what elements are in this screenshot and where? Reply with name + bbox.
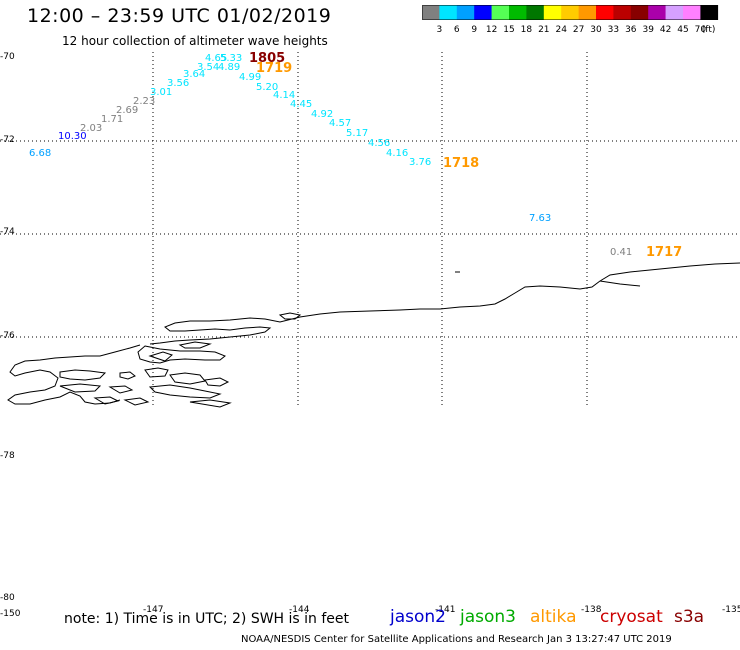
swh-value-label: 4.45 xyxy=(290,99,312,110)
scale-tick-label: 12 xyxy=(486,25,497,35)
satellite-jason2: jason2 xyxy=(390,607,446,627)
swh-value-label: 3.76 xyxy=(409,157,431,168)
scale-swatch xyxy=(613,5,632,20)
scale-tick-label: 21 xyxy=(538,25,549,35)
scale-swatch xyxy=(700,5,719,20)
scale-tick-label: 15 xyxy=(503,25,514,35)
scale-tick-label: 36 xyxy=(625,25,637,35)
swh-value-label: 4.57 xyxy=(329,118,351,129)
lat-label: -74 xyxy=(0,227,15,237)
swh-value-label: 5.33 xyxy=(220,53,242,64)
scale-swatch xyxy=(439,5,458,20)
scale-tick-label: 27 xyxy=(573,25,584,35)
swh-value-label: 5.17 xyxy=(346,128,368,139)
lat-label: -72 xyxy=(0,135,15,145)
swh-value-label: 4.56 xyxy=(368,138,390,149)
graticule xyxy=(0,52,740,408)
swh-value-label: 4.16 xyxy=(386,148,408,159)
lon-label: -150 xyxy=(0,609,21,619)
scale-swatch xyxy=(474,5,492,20)
scale-swatch xyxy=(526,5,545,20)
scale-swatch xyxy=(561,5,579,20)
scale-tick-label: 42 xyxy=(660,25,671,35)
map-canvas: 6.68 10.302.031.712.692.233.013.563.643.5… xyxy=(0,51,740,408)
satellite-altika: altika xyxy=(530,607,577,627)
scale-tick-label: 6 xyxy=(454,25,460,35)
scale-unit: (ft) xyxy=(702,25,716,35)
lon-label: -144 xyxy=(289,605,310,615)
scale-tick-label: 33 xyxy=(608,25,619,35)
swh-value-label: 3.01 xyxy=(150,87,172,98)
swh-value-label: 3.56 xyxy=(167,78,189,89)
scale-swatch xyxy=(648,5,666,20)
scale-tick-label: 24 xyxy=(555,25,567,35)
swh-value-label: 4.89 xyxy=(218,62,240,73)
swh-value-label: 2.23 xyxy=(133,96,155,107)
scale-tick-label: 30 xyxy=(590,25,602,35)
lat-label: -70 xyxy=(0,52,15,62)
footnote: note: 1) Time is in UTC; 2) SWH is in fe… xyxy=(64,611,350,627)
swh-value-label: 7.63 xyxy=(529,213,551,224)
satellite-cryosat: cryosat xyxy=(600,607,663,627)
scale-swatch xyxy=(509,5,527,20)
scale-swatch xyxy=(422,5,440,20)
scale-swatch xyxy=(665,5,684,20)
map-title: 12:00 – 23:59 UTC 01/02/2019 xyxy=(27,5,332,27)
swh-value-label: 0.41 xyxy=(610,247,632,258)
swh-value-label: 2.69 xyxy=(116,105,138,116)
swh-value-label: 3.54 xyxy=(197,62,219,73)
scale-tick-label: 70 xyxy=(695,25,707,35)
swh-value-label: 4.65 xyxy=(205,53,227,64)
swh-value-label: 6.68 xyxy=(29,148,51,159)
scale-swatch xyxy=(683,5,701,20)
pass-time-label: 1717 xyxy=(646,245,682,260)
lon-label: -141 xyxy=(435,605,456,615)
scale-tick-label: 3 xyxy=(437,25,443,35)
scale-swatch xyxy=(596,5,614,20)
swh-value-label: 2.03 xyxy=(80,123,102,134)
swh-value-label: 5.20 xyxy=(256,82,278,93)
pass-time-label: 1719 xyxy=(256,61,292,76)
satellite-s3a: s3a xyxy=(674,607,705,627)
scale-swatch xyxy=(456,5,475,20)
scale-tick-label: 18 xyxy=(521,25,533,35)
swh-value-label: 3.64 xyxy=(183,69,205,80)
lat-label: -80 xyxy=(0,593,15,603)
pass-time-label: 1718 xyxy=(443,156,479,171)
scale-tick-label: 9 xyxy=(471,25,477,35)
swh-value-label: 1.71 xyxy=(101,114,123,125)
coastline xyxy=(7,262,740,408)
lon-label: -135 xyxy=(722,605,740,615)
scale-swatch xyxy=(491,5,510,20)
satellite-jason3: jason3 xyxy=(460,607,516,627)
swh-value-label: 4.14 xyxy=(273,90,295,101)
pass-time-label: 1805 xyxy=(249,51,285,66)
swh-value-label: 10.30 xyxy=(58,131,87,142)
scale-swatch xyxy=(543,5,562,20)
scale-swatch xyxy=(578,5,597,20)
credit-line: NOAA/NESDIS Center for Satellite Applica… xyxy=(241,634,672,645)
color-scale-legend: 3 6 9 12 15 18 21 24 27 30 33 36 39 42 45 70(ft) xyxy=(422,5,719,35)
swh-value-label: 4.99 xyxy=(239,72,261,83)
map-subtitle: 12 hour collection of altimeter wave hei… xyxy=(62,34,328,48)
scale-tick-label: 45 xyxy=(677,25,688,35)
lat-label: -78 xyxy=(0,451,15,461)
scale-swatch xyxy=(630,5,649,20)
swh-observations: 6.68 10.302.031.712.692.233.013.563.643.5… xyxy=(29,53,632,258)
lon-label: -147 xyxy=(143,605,164,615)
scale-tick-label: 39 xyxy=(642,25,654,35)
swh-value-label: 4.92 xyxy=(311,109,333,120)
lat-label: -76 xyxy=(0,331,15,341)
lon-label: -138 xyxy=(581,605,602,615)
